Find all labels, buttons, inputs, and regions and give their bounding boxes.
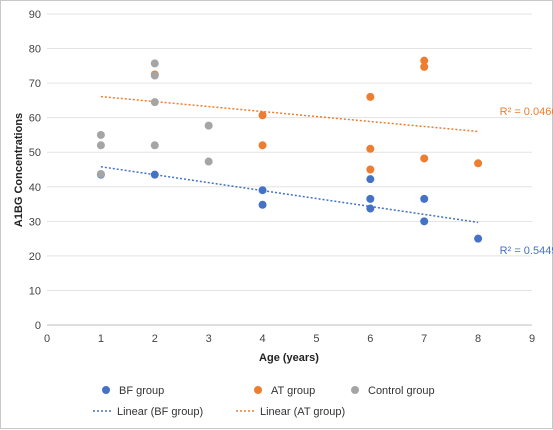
x-axis-title: Age (years) bbox=[259, 352, 319, 364]
legend-label: BF group bbox=[119, 385, 164, 397]
x-tick-label: 8 bbox=[475, 333, 481, 345]
y-tick-label: 10 bbox=[29, 285, 41, 297]
data-point bbox=[366, 92, 375, 101]
data-point bbox=[474, 234, 483, 243]
data-point bbox=[258, 111, 267, 120]
data-point bbox=[366, 194, 375, 203]
x-tick-label: 4 bbox=[259, 333, 265, 345]
legend-label: AT group bbox=[271, 385, 315, 397]
r2-labels: R² = 0.5449 R² = 0.0466 bbox=[500, 106, 553, 257]
y-tick-label: 70 bbox=[29, 78, 41, 90]
data-point bbox=[150, 141, 159, 150]
data-point bbox=[258, 186, 267, 195]
legend-marker bbox=[254, 386, 262, 394]
r2-label: R² = 0.5449 bbox=[500, 245, 553, 257]
x-tick-label: 0 bbox=[44, 333, 50, 345]
y-tick-label: 90 bbox=[29, 9, 41, 21]
x-tick-label: 2 bbox=[152, 333, 158, 345]
x-tick-label: 6 bbox=[367, 333, 373, 345]
trendlines bbox=[100, 95, 479, 224]
trendline bbox=[100, 165, 479, 224]
data-point bbox=[420, 62, 429, 71]
data-point bbox=[420, 154, 429, 163]
r2-label: R² = 0.0466 bbox=[500, 106, 553, 118]
data-point bbox=[96, 130, 105, 139]
legend-label: Linear (BF group) bbox=[117, 406, 203, 418]
y-tick-label: 50 bbox=[29, 147, 41, 159]
data-point bbox=[204, 121, 213, 130]
tick-labels: 0 10 20 30 40 50 60 70 80 90 0 1 2 3 4 5 6 7 8 9 bbox=[29, 9, 535, 345]
data-point bbox=[150, 170, 159, 179]
data-point bbox=[150, 98, 159, 107]
data-point bbox=[96, 141, 105, 150]
x-tick-label: 3 bbox=[206, 333, 212, 345]
y-tick-label: 80 bbox=[29, 44, 41, 56]
data-point bbox=[258, 200, 267, 209]
data-point bbox=[150, 71, 159, 80]
y-tick-label: 40 bbox=[29, 182, 41, 194]
x-tick-label: 1 bbox=[98, 333, 104, 345]
legend: BF group AT group Control group Linear (BF … bbox=[93, 385, 435, 418]
data-point bbox=[420, 217, 429, 226]
data-point bbox=[150, 59, 159, 68]
data-point bbox=[420, 56, 429, 65]
data-point bbox=[366, 165, 375, 174]
y-tick-label: 0 bbox=[35, 320, 41, 332]
legend-marker bbox=[351, 386, 359, 394]
y-tick-label: 20 bbox=[29, 251, 41, 263]
data-point bbox=[366, 175, 375, 184]
data-point bbox=[366, 204, 375, 213]
legend-label: Linear (AT group) bbox=[260, 406, 345, 418]
data-point bbox=[204, 157, 213, 166]
x-tick-label: 5 bbox=[313, 333, 319, 345]
trendline bbox=[100, 95, 479, 133]
data-point bbox=[420, 194, 429, 203]
data-point bbox=[474, 159, 483, 168]
y-tick-label: 60 bbox=[29, 113, 41, 125]
legend-marker bbox=[102, 386, 110, 394]
y-tick-label: 30 bbox=[29, 216, 41, 228]
data-point bbox=[366, 144, 375, 153]
legend-label: Control group bbox=[368, 385, 435, 397]
gridlines bbox=[47, 13, 532, 326]
data-point bbox=[258, 141, 267, 150]
data-point bbox=[96, 169, 105, 178]
data-points bbox=[96, 56, 483, 243]
x-tick-label: 9 bbox=[529, 333, 535, 345]
y-axis-title: A1BG Concentrations bbox=[13, 113, 25, 227]
x-tick-label: 7 bbox=[421, 333, 427, 345]
